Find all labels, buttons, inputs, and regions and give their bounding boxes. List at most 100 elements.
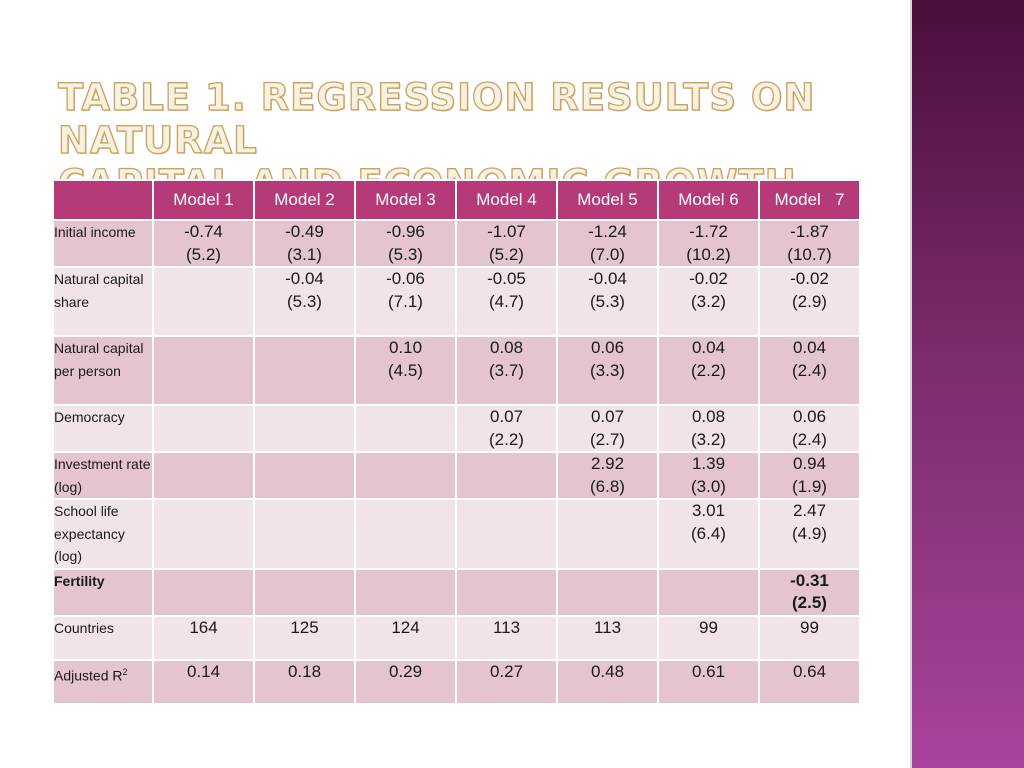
table-cell: -0.02 (2.9): [758, 266, 861, 337]
row-label: Fertility: [52, 567, 154, 617]
table-cell: [152, 404, 255, 453]
header-model-5: Model 5: [556, 179, 659, 221]
t-statistic-value: (4.9): [792, 523, 827, 543]
table-cell: [354, 404, 457, 453]
coefficient-value: 124: [391, 617, 420, 637]
t-statistic-value: (2.9): [792, 291, 827, 311]
coefficient-value: -0.04: [285, 269, 324, 288]
table-cell: [354, 498, 457, 570]
table-cell: [253, 498, 356, 570]
table-cell: 0.29: [354, 658, 457, 705]
table-cell: -0.96 (5.3): [354, 219, 457, 268]
row-label-text: Natural capital share: [54, 271, 144, 310]
t-statistic-value: (4.7): [489, 291, 524, 311]
row-label-text: Fertility: [54, 572, 105, 589]
coefficient-value: -0.02: [790, 269, 829, 288]
table-cell: 2.47 (4.9): [758, 498, 861, 570]
table-cell: 1.39 (3.0): [657, 451, 760, 500]
row-label-superscript: 2: [122, 666, 128, 677]
table-cell: 0.48: [556, 658, 659, 705]
table-cell: 0.06 (3.3): [556, 335, 659, 406]
table-cell: 0.94 (1.9): [758, 451, 861, 500]
table-cell: -0.04 (5.3): [253, 266, 356, 337]
table-cell: [253, 567, 356, 617]
table-cell: 125: [253, 614, 356, 661]
coefficient-value: 0.06: [590, 338, 625, 357]
header-model-6: Model 6: [657, 179, 760, 221]
t-statistic-value: (2.2): [489, 429, 524, 449]
coefficient-value: 0.07: [489, 407, 524, 426]
header-model-3: Model 3: [354, 179, 457, 221]
t-statistic-value: (3.2): [691, 291, 726, 311]
table-row: Fertility -0.31 (2.5): [52, 567, 861, 617]
row-label: Democracy: [52, 404, 154, 453]
table-cell: 99: [758, 614, 861, 661]
t-statistic-value: (2.5): [792, 593, 827, 612]
coefficient-value: 0.64: [792, 661, 827, 681]
table-cell: -0.05 (4.7): [455, 266, 558, 337]
coefficient-value: 0.06: [792, 407, 827, 426]
coefficient-value: 99: [800, 617, 819, 637]
coefficient-value: 2.47: [792, 501, 827, 520]
row-label-text: Adjusted R: [54, 667, 123, 684]
table-cell: 0.64: [758, 658, 861, 705]
table-cell: [253, 451, 356, 500]
coefficient-value: 3.01: [691, 501, 726, 520]
coefficient-value: 0.27: [489, 661, 524, 681]
coefficient-value: -0.31: [790, 570, 829, 590]
table-cell: 0.14: [152, 658, 255, 705]
table-cell: [152, 498, 255, 570]
table-cell: 0.18: [253, 658, 356, 705]
table-row: School life expectancy (log) 3.01 (6.4) 2.4…: [52, 498, 861, 570]
t-statistic-value: (1.9): [792, 476, 827, 496]
table-cell: 0.08 (3.2): [657, 404, 760, 453]
table-cell: 0.10 (4.5): [354, 335, 457, 406]
table-cell: [657, 567, 760, 617]
coefficient-value: 113: [593, 617, 622, 637]
coefficient-value: 2.92: [590, 454, 625, 473]
table-cell: [152, 266, 255, 337]
table-cell: 0.61: [657, 658, 760, 705]
t-statistic-value: (7.0): [590, 244, 625, 264]
table-cell: 2.92 (6.8): [556, 451, 659, 500]
t-statistic-value: (2.2): [691, 360, 726, 380]
coefficient-value: -1.72: [689, 222, 728, 241]
table-cell: 164: [152, 614, 255, 661]
row-label-text: Initial income: [54, 224, 136, 240]
table-cell: [152, 335, 255, 406]
row-label-text: Investment rate (log): [54, 456, 151, 495]
t-statistic-value: (3.3): [590, 360, 625, 380]
coefficient-value: -0.02: [689, 269, 728, 288]
header-model-2: Model 2: [253, 179, 356, 221]
coefficient-value: 164: [189, 617, 218, 637]
header-model-4: Model 4: [455, 179, 558, 221]
coefficient-value: 0.94: [792, 454, 827, 473]
table-cell: [455, 567, 558, 617]
coefficient-value: 99: [699, 617, 718, 637]
table-cell: [455, 451, 558, 500]
t-statistic-value: (5.3): [287, 291, 322, 311]
coefficient-value: 125: [290, 617, 319, 637]
table-cell: -0.49 (3.1): [253, 219, 356, 268]
table-cell: -1.24 (7.0): [556, 219, 659, 268]
t-statistic-value: (10.2): [686, 244, 731, 264]
table-row: Investment rate (log) 2.92 (6.8) 1.39 (3.0) 0…: [52, 451, 861, 500]
t-statistic-value: (5.2): [489, 244, 524, 264]
coefficient-value: 0.48: [590, 661, 625, 681]
row-label: School life expectancy (log): [52, 498, 154, 570]
coefficient-value: -0.96: [386, 222, 425, 241]
table-cell: [354, 451, 457, 500]
table-cell: -1.87 (10.7): [758, 219, 861, 268]
header-model-1: Model 1: [152, 179, 255, 221]
row-label-text: Democracy: [54, 409, 125, 425]
coefficient-value: 0.07: [590, 407, 625, 426]
row-label-text: Natural capital per person: [54, 340, 144, 379]
sidebar-divider: [910, 0, 912, 768]
t-statistic-value: (3.0): [691, 476, 726, 496]
row-label-text: Countries: [54, 619, 114, 636]
coefficient-value: 0.29: [388, 661, 423, 681]
regression-table: Model 1 Model 2 Model 3 Model 4 Model 5 …: [52, 179, 861, 705]
row-label-text: School life expectancy (log): [54, 503, 125, 564]
coefficient-value: 0.14: [186, 661, 221, 681]
table-header-row: Model 1 Model 2 Model 3 Model 4 Model 5 …: [52, 179, 861, 221]
